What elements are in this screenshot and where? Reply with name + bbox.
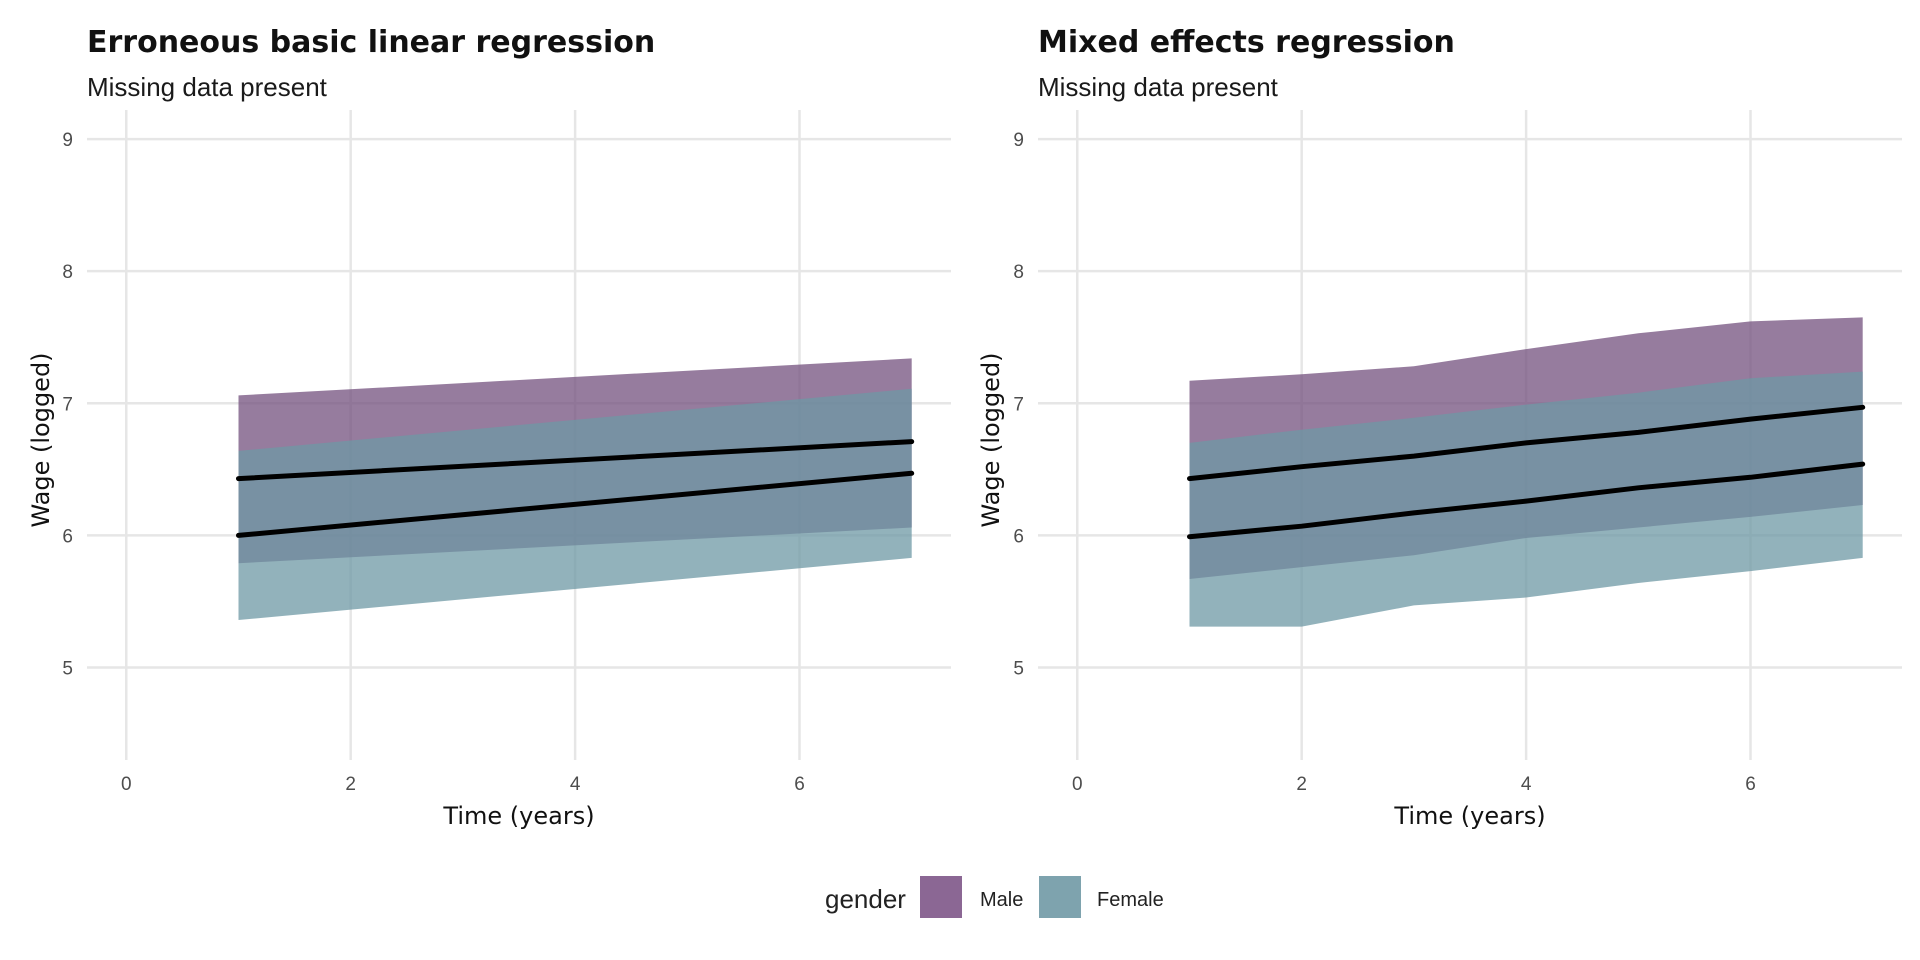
y-tick-label: 8 — [1013, 262, 1024, 283]
confidence-bands — [1189, 317, 1863, 627]
x-tick-label: 2 — [345, 774, 356, 795]
y-tick-label: 7 — [62, 394, 73, 415]
x-tick-labels: 0 2 4 6 — [1072, 774, 1756, 795]
panel-mixed-effects-regression: Mixed effects regression Missing data pr… — [977, 25, 1902, 830]
y-tick-label: 9 — [62, 130, 73, 151]
fit-line-female — [1187, 461, 1866, 540]
x-tick-labels: 0 2 4 6 — [121, 774, 805, 795]
y-tick-label: 5 — [1013, 659, 1024, 680]
panel-title: Mixed effects regression — [1038, 25, 1455, 60]
y-tick-label: 6 — [1013, 526, 1024, 547]
x-tick-label: 4 — [1521, 774, 1532, 795]
legend-title: gender — [825, 884, 906, 914]
fit-lines — [1187, 404, 1866, 540]
y-tick-label: 9 — [1013, 130, 1024, 151]
legend-swatch-female — [1039, 876, 1081, 918]
legend-label-male: Male — [980, 889, 1023, 911]
y-tick-labels: 5 6 7 8 9 — [1013, 130, 1024, 679]
panel-subtitle: Missing data present — [1038, 72, 1279, 102]
x-axis-title: Time (years) — [442, 802, 594, 830]
y-axis-title: Wage (logged) — [977, 352, 1005, 527]
legend-label-female: Female — [1097, 889, 1164, 911]
panel-title: Erroneous basic linear regression — [87, 25, 655, 60]
x-tick-label: 0 — [1072, 774, 1083, 795]
legend: gender Male Female — [825, 876, 1164, 918]
fit-line-male — [1187, 404, 1866, 482]
x-tick-label: 2 — [1296, 774, 1307, 795]
panel-basic-linear-regression: Erroneous basic linear regression Missin… — [27, 25, 951, 830]
panel-subtitle: Missing data present — [87, 72, 328, 102]
y-tick-label: 5 — [62, 659, 73, 680]
x-tick-label: 0 — [121, 774, 132, 795]
x-tick-label: 6 — [1745, 774, 1756, 795]
x-tick-label: 6 — [794, 774, 805, 795]
fit-line-male — [236, 439, 915, 482]
y-tick-label: 8 — [62, 262, 73, 283]
fit-line-female — [236, 470, 915, 538]
y-tick-labels: 5 6 7 8 9 — [62, 130, 73, 679]
y-axis-title: Wage (logged) — [27, 352, 55, 527]
confidence-bands — [238, 358, 912, 620]
y-tick-label: 7 — [1013, 394, 1024, 415]
x-tick-label: 4 — [570, 774, 581, 795]
fit-lines — [236, 439, 915, 538]
y-tick-label: 6 — [62, 526, 73, 547]
x-axis-title: Time (years) — [1393, 802, 1545, 830]
legend-swatch-male — [920, 876, 962, 918]
